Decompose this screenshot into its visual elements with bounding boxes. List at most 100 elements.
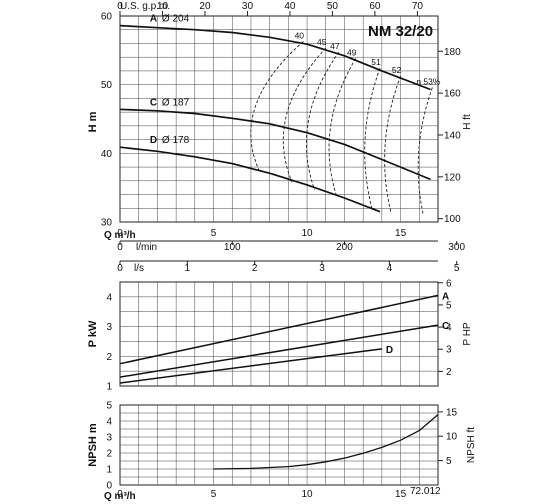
flow-ls-label: l/s: [134, 263, 144, 274]
chart-title: NM 32/20: [368, 23, 433, 40]
efficiency-label: 51: [371, 57, 381, 67]
npsh-y-tick-label: 5: [106, 401, 112, 412]
npsh-y-tick-label: 0: [106, 481, 112, 492]
gpm-axis-label: U.S. g.p.m.: [120, 1, 170, 12]
npsh-y-tick-label: 3: [106, 433, 112, 444]
ls-tick-label: 2: [252, 263, 258, 274]
power-curve-c: [119, 324, 439, 378]
power-hp-tick-label: 4: [446, 323, 452, 334]
head-grid: [120, 16, 438, 222]
power-curve-label-d: D: [386, 345, 393, 356]
ls-tick-label: 4: [387, 263, 393, 274]
head-curve-label-d: D: [150, 135, 157, 146]
efficiency-label: 40: [295, 30, 305, 40]
power-y-tick-label: 3: [106, 322, 112, 333]
drawing-code: 72.012: [410, 486, 441, 497]
head-y-tick-label: 60: [101, 12, 113, 23]
flow-m3h-tick-label-bottom: 15: [395, 489, 407, 500]
head-panel: [119, 15, 439, 223]
gpm-tick-label: 60: [369, 1, 381, 12]
ls-tick-label: 5: [454, 263, 460, 274]
flow-m3h-label-bottom: Q m³/h: [104, 491, 136, 502]
power-y-tick-label: 2: [106, 352, 112, 363]
npsh-curve: [213, 414, 439, 470]
power-hp-tick-label: 3: [446, 345, 452, 356]
flow-m3h-tick-label-bottom: 5: [211, 489, 217, 500]
head-curve-d: [119, 146, 381, 213]
efficiency-label: 45: [317, 37, 327, 47]
head-y-tick-label: 40: [101, 149, 113, 160]
head-ft-tick-label: 180: [444, 47, 461, 58]
head-curve-diameter-a: Ø 204: [162, 14, 190, 25]
power-curve-a: [119, 294, 439, 365]
gpm-tick-label: 40: [284, 1, 296, 12]
gpm-tick-label: 10: [157, 1, 169, 12]
flow-m3h-label-top: Q m³/h: [104, 230, 136, 241]
npsh-panel: [119, 404, 439, 486]
ls-tick-label: 0: [117, 263, 123, 274]
power-panel: [119, 281, 439, 387]
power-curve-d: [119, 348, 382, 384]
flow-lmin-label: l/min: [136, 242, 157, 253]
head-plot-frame: [119, 15, 439, 223]
power-y-label: P kW: [87, 320, 99, 347]
flow-m3h-tick-label: 15: [395, 228, 407, 239]
efficiency-label: 49: [347, 47, 357, 57]
head-curve-c: [119, 108, 431, 181]
head-ft-tick-label: 160: [444, 89, 461, 100]
efficiency-curve-51: [364, 68, 381, 211]
head-y-tick-label: 50: [101, 80, 113, 91]
lmin-tick-label: 100: [224, 242, 241, 253]
efficiency-curve-45: [282, 47, 327, 183]
npsh-ft-label: NPSH ft: [466, 427, 477, 463]
power-y-tick-label: 4: [106, 292, 112, 303]
ls-tick-label: 3: [319, 263, 325, 274]
power-grid: [120, 282, 438, 386]
flow-m3h-tick-label-bottom: 10: [301, 489, 313, 500]
efficiency-curve-40: [250, 41, 304, 173]
efficiency-label: η 53%: [416, 76, 441, 86]
head-curve-a: [119, 24, 431, 91]
flow-m3h-tick-label-bottom: 0: [117, 489, 123, 500]
head-curve-label-a: A: [150, 14, 157, 25]
ls-tick-label: 1: [185, 263, 191, 274]
power-curve-label-a: A: [442, 291, 449, 302]
npsh-y-tick-label: 4: [106, 417, 112, 428]
head-curve-diameter-d: Ø 178: [162, 135, 190, 146]
gpm-tick-label: 30: [242, 1, 254, 12]
power-y-tick-label: 1: [106, 382, 112, 393]
head-curve-diameter-c: Ø 187: [162, 97, 190, 108]
head-ft-tick-label: 100: [444, 214, 461, 225]
power-hp-tick-label: 2: [446, 367, 452, 378]
lmin-tick-label: 0: [117, 242, 123, 253]
npsh-ft-tick-label: 5: [446, 456, 452, 467]
efficiency-curve-49: [328, 58, 357, 198]
npsh-y-tick-label: 1: [106, 465, 112, 476]
efficiency-curve-52: [384, 75, 402, 214]
npsh-grid: [120, 405, 438, 485]
flow-m3h-tick-label: 0: [117, 228, 123, 239]
flow-m3h-tick-label: 5: [211, 228, 217, 239]
gpm-tick-label: 20: [199, 1, 211, 12]
head-y-tick-label: 30: [101, 218, 113, 229]
efficiency-curve-47: [306, 51, 340, 190]
npsh-ft-tick-label: 10: [446, 432, 458, 443]
gpm-tick-label: 0: [117, 1, 123, 12]
npsh-ft-tick-label: 15: [446, 407, 458, 418]
efficiency-label: 52: [392, 65, 402, 75]
head-y-label: H m: [87, 111, 99, 132]
power-hp-label: P HP: [462, 322, 473, 345]
flow-m3h-tick-label: 10: [301, 228, 313, 239]
head-ft-tick-label: 120: [444, 172, 461, 183]
power-curve-label-c: C: [442, 321, 449, 332]
head-ft-tick-label: 140: [444, 130, 461, 141]
head-ft-label: H ft: [462, 114, 473, 130]
head-curve-label-c: C: [150, 97, 157, 108]
power-plot-frame: [119, 281, 439, 387]
lmin-tick-label: 200: [336, 242, 353, 253]
lmin-tick-label: 300: [448, 242, 465, 253]
gpm-tick-label: 50: [327, 1, 339, 12]
